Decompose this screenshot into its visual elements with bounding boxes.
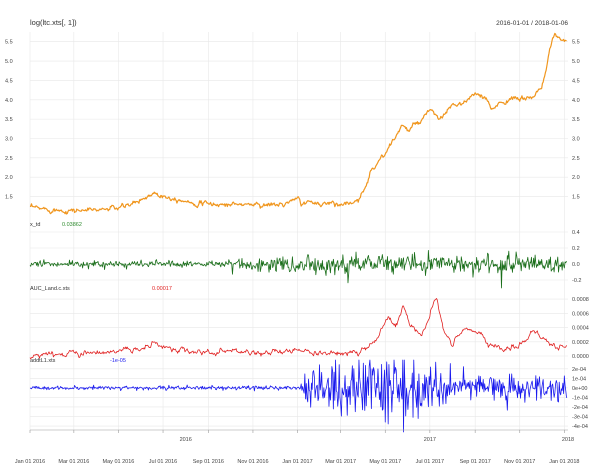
x-tick-label: Jan 01 2018 [549, 459, 579, 465]
y-tick-label: 2.0 [572, 175, 580, 181]
y-tick-label: -4e-04 [572, 424, 588, 430]
year-label: 2018 [562, 437, 574, 443]
x-tick-label: Nov 01 2017 [504, 459, 535, 465]
y-tick-label: 2e-04 [572, 367, 586, 373]
x-tick-label: Nov 01 2016 [237, 459, 268, 465]
y-tick-label: 1.5 [572, 195, 580, 201]
y-tick-label-left: 5.0 [5, 59, 13, 65]
y-tick-label: 2.5 [572, 156, 580, 162]
series-line [29, 359, 567, 433]
x-axis: Jan 01 2016 Mar 01 2016 May 01 2016 Jul 01 … [15, 429, 579, 465]
panel-2: 0.4 0.2 0.0 -0.2 x_td 0.03862 [29, 222, 581, 289]
panel-1: 1.5 1.5 2.0 2.0 2.5 2.5 3.0 3.0 3.5 3.5 4.0 4.0 4.5 4… [5, 32, 580, 215]
y-tick-label: 0.0006 [572, 311, 589, 317]
x-tick-label: Jan 01 2017 [282, 459, 312, 465]
series-line [29, 250, 567, 289]
panel-4: 2e-04 1e-04 0e+00 -1e-04 -2e-04 -3e-04 -4e-04 a… [29, 358, 588, 433]
x-tick-label: Mar 01 2016 [58, 459, 89, 465]
panel-label: x_td [30, 222, 40, 228]
y-tick-label-left: 2.0 [5, 175, 13, 181]
y-tick-label-left: 4.0 [5, 98, 13, 104]
y-tick-label: 0.0004 [572, 326, 589, 332]
panel-label: addtL1.xts [30, 358, 56, 364]
y-tick-label: -1e-04 [572, 395, 588, 401]
x-tick-label: Jul 01 2016 [149, 459, 177, 465]
y-tick-label: 0.0008 [572, 297, 589, 303]
y-tick-label: -3e-04 [572, 415, 588, 421]
x-tick-label: Sep 01 2017 [460, 459, 491, 465]
panel-value: 0.03862 [62, 222, 82, 228]
y-tick-label-left: 2.5 [5, 156, 13, 162]
x-tick-label: Mar 01 2017 [325, 459, 356, 465]
panel-value: 0.00017 [152, 286, 172, 292]
y-tick-label: 0.2 [572, 246, 580, 252]
x-tick-label: May 01 2017 [369, 459, 401, 465]
x-tick-label: Jul 01 2017 [416, 459, 444, 465]
y-tick-label: 0.0000 [572, 354, 589, 360]
y-tick-label-left: 1.5 [5, 195, 13, 201]
y-tick-label-left: 4.5 [5, 78, 13, 84]
y-tick-label: 3.0 [572, 136, 580, 142]
y-tick-label: 5.5 [572, 40, 580, 46]
y-tick-label: 4.0 [572, 98, 580, 104]
y-tick-label-left: 3.5 [5, 117, 13, 123]
x-tick-label: Jan 01 2016 [15, 459, 45, 465]
panel-label: AUC_Land.c.xts [30, 286, 70, 292]
panels: 1.5 1.5 2.0 2.0 2.5 2.5 3.0 3.0 3.5 3.5 4.0 4.0 4.5 4… [5, 32, 589, 433]
series-line [29, 32, 567, 215]
panel-value: -1e-05 [110, 358, 126, 364]
y-tick-label-left: 3.0 [5, 136, 13, 142]
grid [29, 32, 565, 430]
y-tick-label: -2e-04 [572, 405, 588, 411]
x-tick-label: May 01 2016 [103, 459, 135, 465]
y-tick-label: 5.0 [572, 59, 580, 65]
panel-3: 0.0008 0.0006 0.0004 0.0002 0.0000 AUC_Land.c… [29, 286, 589, 360]
date-range: 2016-01-01 / 2018-01-06 [496, 20, 568, 27]
y-tick-label-left: 5.5 [5, 40, 13, 46]
y-tick-label: 0.0 [572, 262, 580, 268]
x-tick-label: Sep 01 2016 [193, 459, 224, 465]
y-tick-label: 1e-04 [572, 376, 586, 382]
year-label: 2016 [180, 437, 192, 443]
y-tick-label: 0.4 [572, 230, 580, 236]
y-tick-label: -0.2 [572, 278, 581, 284]
chart-title: log(ltc.xts[, 1]) [30, 18, 77, 27]
y-tick-label: 0.0002 [572, 340, 589, 346]
series-line [29, 298, 567, 360]
y-tick-label: 4.5 [572, 78, 580, 84]
year-label: 2017 [424, 437, 436, 443]
y-tick-label: 0e+00 [572, 386, 587, 392]
y-tick-label: 3.5 [572, 117, 580, 123]
